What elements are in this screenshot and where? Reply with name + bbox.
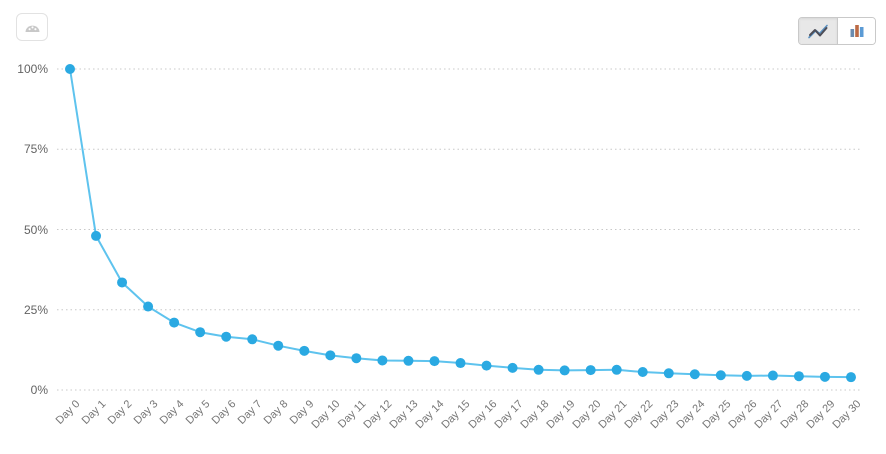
bar-chart-icon [850, 25, 863, 37]
y-axis-label-0%: 0% [30, 383, 48, 397]
data-point-day-3[interactable] [143, 301, 154, 312]
data-point-day-10[interactable] [325, 350, 336, 361]
data-point-day-27[interactable] [767, 370, 778, 381]
data-point-day-29[interactable] [819, 371, 830, 382]
data-point-day-13[interactable] [403, 355, 414, 366]
data-point-day-5[interactable] [195, 327, 206, 338]
data-point-day-22[interactable] [637, 367, 648, 378]
data-point-day-15[interactable] [455, 358, 466, 369]
data-point-day-11[interactable] [351, 353, 362, 364]
data-point-day-8[interactable] [273, 340, 284, 351]
data-point-day-1[interactable] [91, 230, 102, 241]
data-point-day-17[interactable] [507, 362, 518, 373]
data-point-day-24[interactable] [689, 369, 700, 380]
data-point-day-2[interactable] [117, 277, 128, 288]
gauge-icon [25, 25, 39, 32]
data-point-day-25[interactable] [715, 370, 726, 381]
y-axis-label-50%: 50% [23, 222, 48, 237]
data-point-day-6[interactable] [221, 331, 232, 342]
data-point-day-28[interactable] [793, 371, 804, 382]
data-point-day-21[interactable] [611, 364, 622, 375]
y-axis-label-100%: 100% [17, 62, 48, 76]
data-point-day-26[interactable] [741, 370, 752, 381]
y-axis-label-25%: 25% [23, 302, 48, 317]
line-chart-icon [808, 24, 828, 39]
chart-type-line-button[interactable] [799, 18, 837, 44]
data-point-day-0[interactable] [65, 64, 75, 74]
data-point-day-16[interactable] [481, 360, 492, 371]
data-point-day-20[interactable] [585, 365, 596, 376]
data-point-day-7[interactable] [247, 334, 258, 345]
data-point-day-14[interactable] [429, 356, 440, 367]
data-point-day-12[interactable] [377, 355, 388, 366]
data-point-day-9[interactable] [299, 345, 310, 356]
retention-series-line [69, 68, 852, 379]
data-point-day-30[interactable] [845, 372, 856, 383]
data-point-day-4[interactable] [169, 317, 180, 328]
chart-type-toggle [798, 17, 876, 45]
data-point-day-18[interactable] [533, 364, 544, 375]
data-point-day-23[interactable] [663, 368, 674, 379]
data-point-day-19[interactable] [559, 365, 570, 376]
y-axis-label-75%: 75% [23, 142, 48, 157]
chart-type-bar-button[interactable] [837, 18, 875, 44]
report-icon-button[interactable] [16, 13, 48, 41]
